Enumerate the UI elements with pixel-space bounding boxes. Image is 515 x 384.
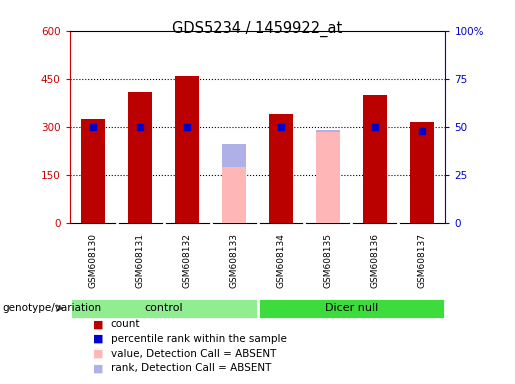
Text: count: count [111,319,140,329]
Text: GSM608136: GSM608136 [370,233,380,288]
Bar [81,119,105,223]
Text: GSM608137: GSM608137 [418,233,426,288]
Bar [410,122,434,223]
Bar [316,130,340,223]
Bar [363,95,387,223]
Bar [222,144,246,223]
Bar [128,91,152,223]
Text: ■: ■ [93,363,103,373]
Text: rank, Detection Call = ABSENT: rank, Detection Call = ABSENT [111,363,271,373]
Text: GSM608134: GSM608134 [277,233,285,288]
Text: ■: ■ [93,349,103,359]
Bar [175,76,199,223]
Text: control: control [144,303,183,313]
Bar [316,131,340,223]
Text: GDS5234 / 1459922_at: GDS5234 / 1459922_at [173,21,342,37]
Bar [258,298,445,319]
Bar [222,167,246,223]
Text: value, Detection Call = ABSENT: value, Detection Call = ABSENT [111,349,276,359]
Text: percentile rank within the sample: percentile rank within the sample [111,334,287,344]
Text: GSM608135: GSM608135 [323,233,333,288]
Text: GSM608132: GSM608132 [182,233,192,288]
Text: ■: ■ [93,334,103,344]
Bar [70,298,258,319]
Text: GSM608130: GSM608130 [89,233,97,288]
Text: Dicer null: Dicer null [325,303,378,313]
Text: GSM608133: GSM608133 [230,233,238,288]
Text: genotype/variation: genotype/variation [3,303,101,313]
Bar [269,114,293,223]
Text: ■: ■ [93,319,103,329]
Text: GSM608131: GSM608131 [135,233,145,288]
